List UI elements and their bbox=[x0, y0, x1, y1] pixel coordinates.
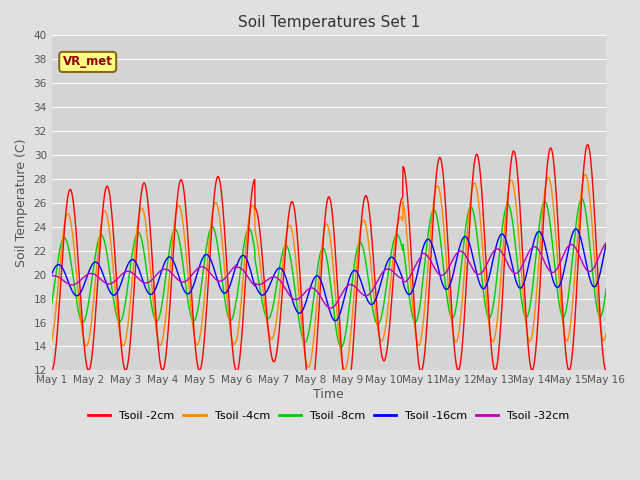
Title: Soil Temperatures Set 1: Soil Temperatures Set 1 bbox=[237, 15, 420, 30]
Text: VR_met: VR_met bbox=[63, 55, 113, 69]
X-axis label: Time: Time bbox=[314, 388, 344, 401]
Y-axis label: Soil Temperature (C): Soil Temperature (C) bbox=[15, 139, 28, 267]
Legend: Tsoil -2cm, Tsoil -4cm, Tsoil -8cm, Tsoil -16cm, Tsoil -32cm: Tsoil -2cm, Tsoil -4cm, Tsoil -8cm, Tsoi… bbox=[84, 406, 574, 425]
